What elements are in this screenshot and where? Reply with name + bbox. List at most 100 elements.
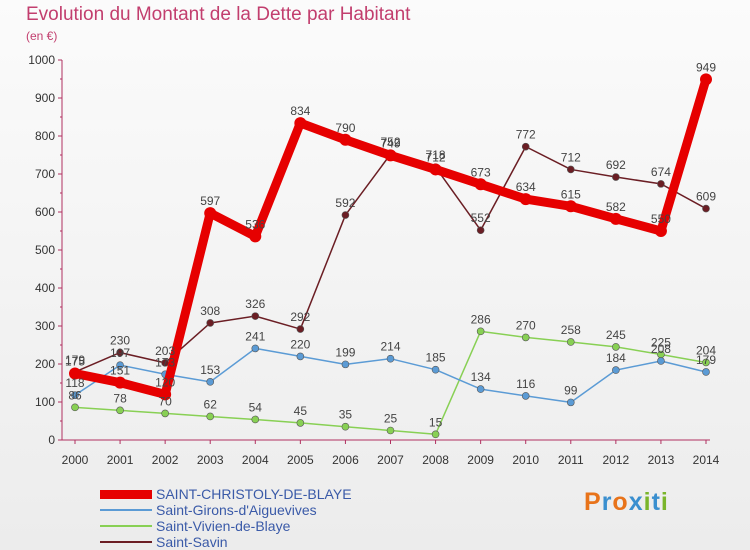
data-label: 772 bbox=[516, 128, 536, 142]
data-point bbox=[702, 368, 710, 376]
data-point bbox=[296, 419, 305, 427]
data-point bbox=[71, 391, 79, 399]
y-tick-label: 500 bbox=[35, 243, 55, 257]
data-label: 552 bbox=[471, 211, 491, 225]
y-tick-label: 600 bbox=[35, 205, 55, 219]
data-label: 199 bbox=[335, 345, 355, 359]
y-tick-label: 400 bbox=[35, 281, 55, 295]
data-point bbox=[206, 319, 215, 327]
x-tick-label: 2000 bbox=[62, 453, 89, 467]
logo-letter: i bbox=[660, 488, 669, 516]
data-point bbox=[566, 338, 575, 346]
data-label: 203 bbox=[155, 344, 175, 358]
data-point bbox=[69, 367, 81, 380]
data-label: 116 bbox=[516, 377, 535, 391]
y-tick-label: 800 bbox=[35, 129, 55, 143]
data-label: 118 bbox=[65, 376, 84, 390]
data-point bbox=[476, 226, 485, 235]
data-label: 35 bbox=[339, 408, 353, 422]
data-label: 550 bbox=[651, 212, 671, 226]
data-point bbox=[161, 409, 169, 418]
data-point bbox=[386, 426, 395, 435]
data-label: 86 bbox=[68, 388, 82, 402]
logo-letter: i bbox=[643, 488, 652, 516]
data-point bbox=[71, 403, 79, 412]
data-point bbox=[564, 200, 577, 213]
y-tick-label: 900 bbox=[35, 91, 55, 105]
data-label: 175 bbox=[65, 355, 85, 369]
logo-letter: o bbox=[612, 488, 629, 516]
data-label: 214 bbox=[380, 340, 400, 354]
data-label: 62 bbox=[204, 397, 218, 411]
data-point bbox=[612, 366, 620, 374]
data-point bbox=[431, 365, 440, 374]
legend-item-saint-savin: Saint-Savin bbox=[100, 534, 352, 550]
data-label: 634 bbox=[516, 180, 536, 194]
data-label: 184 bbox=[606, 351, 626, 365]
data-label: 245 bbox=[606, 328, 626, 342]
chart-title: Evolution du Montant de la Dette par Hab… bbox=[26, 4, 411, 25]
data-point bbox=[566, 165, 575, 174]
data-label: 790 bbox=[335, 121, 355, 135]
x-tick-label: 2004 bbox=[242, 453, 269, 467]
x-tick-label: 2011 bbox=[558, 453, 584, 467]
x-tick-label: 2003 bbox=[197, 453, 224, 467]
legend-label: SAINT-CHRISTOLY-DE-BLAYE bbox=[156, 486, 352, 502]
data-label: 179 bbox=[696, 353, 716, 367]
x-tick-label: 2013 bbox=[648, 453, 675, 467]
data-point bbox=[116, 361, 124, 369]
data-point bbox=[251, 344, 260, 353]
y-tick-label: 0 bbox=[48, 433, 55, 447]
data-label: 25 bbox=[384, 412, 398, 426]
legend-swatch-saint-vivien bbox=[100, 525, 152, 527]
data-label: 197 bbox=[110, 346, 130, 360]
data-point bbox=[476, 385, 485, 393]
data-point bbox=[341, 422, 350, 431]
data-point bbox=[521, 392, 530, 400]
data-label: 308 bbox=[200, 304, 220, 318]
proxiti-logo: Proxiti bbox=[584, 488, 669, 517]
y-tick-label: 700 bbox=[35, 167, 55, 181]
data-point bbox=[341, 360, 350, 369]
data-point bbox=[521, 333, 530, 342]
data-point bbox=[114, 376, 127, 389]
data-label: 54 bbox=[249, 400, 263, 414]
x-tick-label: 2010 bbox=[512, 453, 539, 467]
logo-letter: r bbox=[601, 488, 613, 516]
data-label: 292 bbox=[290, 310, 310, 324]
data-point bbox=[654, 225, 667, 237]
legend-label: Saint-Vivien-de-Blaye bbox=[156, 518, 291, 534]
data-point bbox=[702, 358, 710, 367]
data-point bbox=[296, 352, 305, 361]
data-label: 536 bbox=[245, 217, 265, 231]
data-point bbox=[206, 378, 215, 386]
logo-letter: t bbox=[651, 488, 661, 516]
data-point bbox=[476, 327, 485, 336]
legend-item-saint-girons: Saint-Girons-d'Aiguevives bbox=[100, 502, 352, 518]
data-point bbox=[429, 163, 442, 176]
data-label: 179 bbox=[65, 353, 85, 367]
data-label: 592 bbox=[335, 196, 355, 210]
data-point bbox=[296, 325, 305, 333]
x-tick-label: 2012 bbox=[603, 453, 630, 467]
data-label: 692 bbox=[606, 158, 626, 172]
data-label: 120 bbox=[155, 375, 175, 389]
data-label: 204 bbox=[696, 343, 716, 357]
data-point bbox=[519, 193, 532, 206]
data-point bbox=[386, 354, 395, 363]
x-tick-label: 2009 bbox=[467, 453, 494, 467]
data-label: 220 bbox=[290, 337, 310, 351]
logo-letter: x bbox=[628, 488, 644, 516]
data-point bbox=[609, 212, 622, 225]
data-point bbox=[384, 149, 397, 162]
data-label: 258 bbox=[561, 323, 581, 337]
data-label: 712 bbox=[561, 150, 581, 164]
data-point bbox=[339, 133, 352, 146]
data-point bbox=[474, 178, 487, 191]
data-label: 173 bbox=[155, 355, 175, 369]
data-label: 582 bbox=[606, 200, 626, 214]
data-label: 208 bbox=[651, 342, 671, 356]
data-point bbox=[521, 142, 530, 151]
data-label: 230 bbox=[110, 334, 130, 348]
